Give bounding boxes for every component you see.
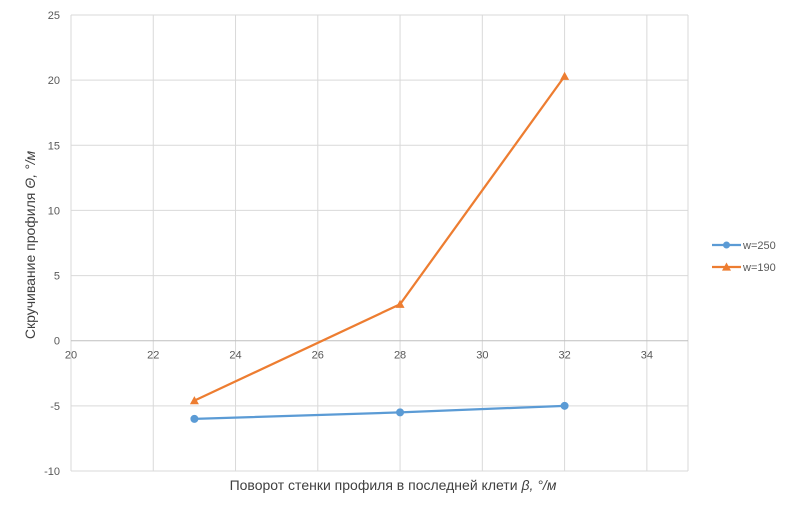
x-axis-title: Поворот стенки профиля в последней клети…: [230, 477, 557, 493]
y-tick-label: 25: [48, 10, 60, 22]
legend-label: w=250: [742, 240, 776, 252]
y-axis-title-text: Скручивание профиля: [22, 193, 38, 340]
x-tick-label: 24: [229, 350, 241, 362]
legend-item: w=190: [712, 262, 776, 274]
data-point: [190, 414, 199, 423]
series-line: [194, 404, 565, 421]
x-tick-label: 20: [65, 350, 77, 362]
vertical-gridlines: [70, 15, 689, 471]
data-point: [395, 299, 405, 308]
x-axis: 20 22 24 26 28 30 32 34: [65, 350, 653, 362]
x-tick-label: 32: [558, 350, 570, 362]
y-axis-title: Скручивание профиля Θ, °/м: [22, 150, 38, 339]
data-point: [560, 71, 570, 80]
x-tick-label: 22: [147, 350, 159, 362]
legend-marker: [723, 241, 730, 249]
y-tick-label: -10: [44, 466, 60, 478]
y-tick-label: 20: [48, 75, 60, 87]
series-w=250: [190, 401, 569, 423]
x-axis-title-symbol: β, °/м: [521, 477, 557, 493]
x-tick-label: 26: [312, 350, 324, 362]
x-axis-title-text: Поворот стенки профиля в последней клети: [230, 477, 518, 493]
data-point: [396, 408, 405, 417]
svg-text:Скручивание профиляΘ, °/м: Скручивание профиля Θ, °/м: [22, 150, 38, 339]
series-layer: [189, 71, 570, 423]
legend-marker: [722, 262, 731, 271]
horizontal-gridlines: [71, 14, 688, 472]
y-tick-label: 5: [54, 271, 60, 283]
y-tick-label: 0: [54, 336, 60, 348]
x-tick-label: 34: [641, 350, 653, 362]
legend: w=250 w=190: [712, 240, 776, 274]
x-tick-label: 28: [394, 350, 406, 362]
series-line: [193, 75, 566, 402]
data-point: [189, 396, 199, 405]
y-axis: 25 20 15 10 5 0 -5 -10: [44, 10, 60, 478]
legend-item: w=250: [712, 240, 776, 252]
y-tick-label: 10: [48, 205, 60, 217]
series-w=190: [189, 71, 570, 405]
legend-label: w=190: [742, 262, 776, 274]
y-tick-label: 15: [48, 140, 60, 152]
y-tick-label: -5: [50, 401, 60, 413]
y-axis-title-symbol: Θ, °/м: [22, 150, 38, 188]
x-tick-label: 30: [476, 350, 488, 362]
data-point: [560, 401, 569, 410]
